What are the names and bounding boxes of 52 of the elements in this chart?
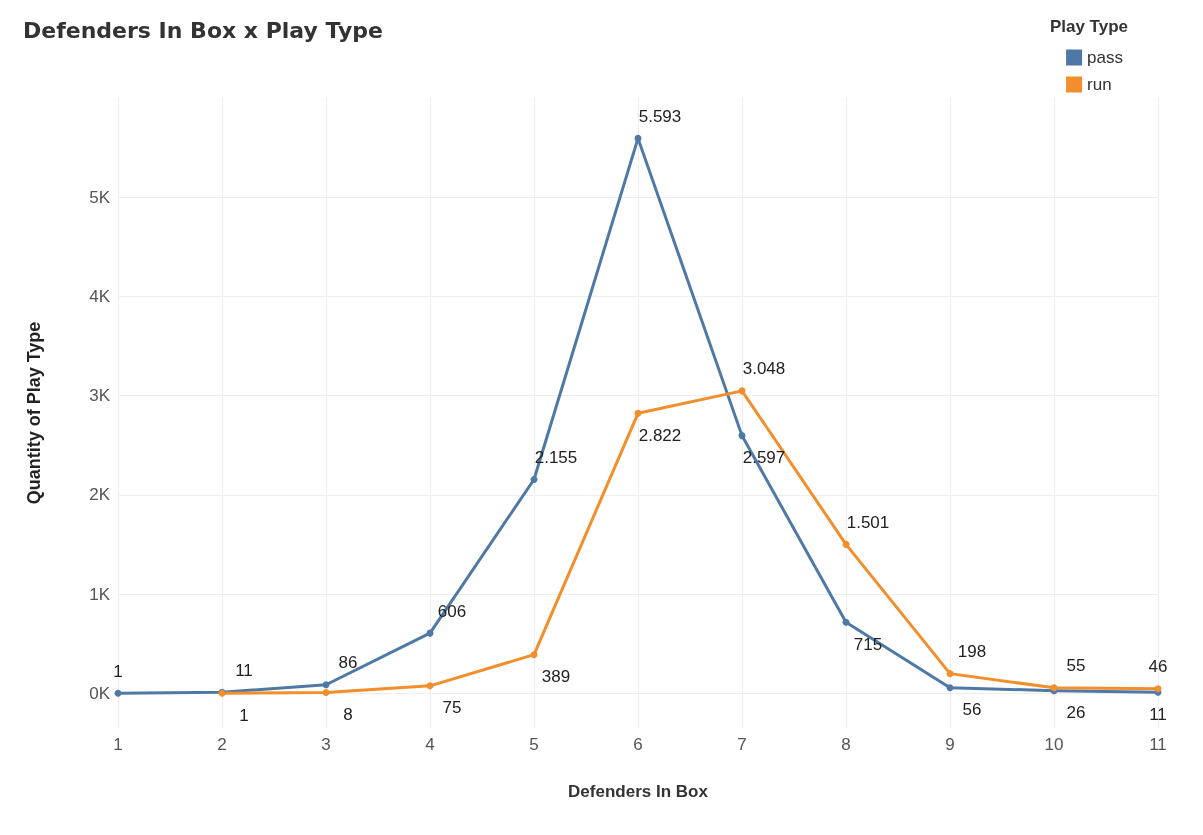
x-tick-label: 10 (1044, 735, 1064, 754)
data-label: 86 (338, 653, 358, 673)
point (738, 432, 746, 440)
point (322, 681, 330, 689)
point (634, 134, 642, 142)
data-label: 26 (1066, 703, 1086, 723)
data-label: 8 (343, 704, 353, 724)
point (842, 618, 850, 626)
data-label: 1 (113, 661, 123, 681)
data-label: 1 (239, 705, 249, 725)
y-tick-label: 3K (89, 386, 111, 406)
data-label: 56 (962, 700, 982, 720)
y-tick-label: 0K (89, 683, 111, 703)
x-tick-label: 11 (1149, 735, 1167, 754)
y-tick-label: 2K (89, 485, 111, 505)
legend-title: Play Type (1049, 17, 1129, 36)
point (946, 684, 954, 692)
chart-title: Defenders In Box x Play Type (23, 17, 383, 43)
data-label: 5.593 (638, 106, 682, 126)
point (530, 651, 538, 659)
data-label: 11 (235, 660, 253, 680)
x-tick-label: 5 (529, 735, 539, 754)
data-label: 1.501 (846, 512, 890, 532)
x-tick-label: 7 (737, 735, 747, 754)
point (842, 540, 850, 548)
data-label: 46 (1148, 657, 1168, 677)
data-label: 3.048 (742, 359, 786, 379)
x-tick-label: 8 (841, 735, 851, 754)
point (530, 475, 538, 483)
x-tick-label: 3 (321, 735, 331, 754)
y-axis-title: Quantity of Play Type (24, 321, 44, 505)
legend-label: pass (1087, 48, 1124, 67)
x-tick-label: 2 (217, 735, 227, 754)
point (634, 409, 642, 417)
x-tick-label: 6 (633, 735, 643, 754)
x-tick-label: 4 (425, 735, 435, 754)
data-label: 75 (442, 698, 462, 718)
data-label: 198 (957, 642, 987, 662)
data-label: 715 (853, 634, 883, 654)
x-tick-label: 1 (113, 735, 123, 754)
legend-label: run (1087, 75, 1112, 94)
data-label: 2.822 (638, 425, 682, 445)
data-label: 389 (541, 667, 571, 687)
y-tick-label: 5K (89, 187, 111, 207)
data-label: 11 (1149, 704, 1167, 724)
y-tick-label: 4K (89, 286, 111, 306)
x-axis-title: Defenders In Box (568, 782, 709, 801)
x-tick-label: 9 (945, 735, 955, 754)
point (946, 670, 954, 678)
y-tick-label: 1K (89, 584, 111, 604)
data-label: 55 (1066, 656, 1086, 676)
point (322, 688, 330, 696)
